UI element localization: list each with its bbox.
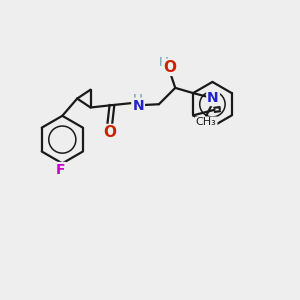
Text: F: F — [56, 163, 66, 177]
Text: N: N — [207, 91, 219, 105]
Text: O: O — [163, 60, 176, 75]
Text: O: O — [103, 125, 116, 140]
Text: H: H — [133, 93, 143, 106]
Text: CH₃: CH₃ — [196, 117, 217, 128]
Text: N: N — [132, 99, 144, 113]
Text: H: H — [158, 56, 168, 69]
